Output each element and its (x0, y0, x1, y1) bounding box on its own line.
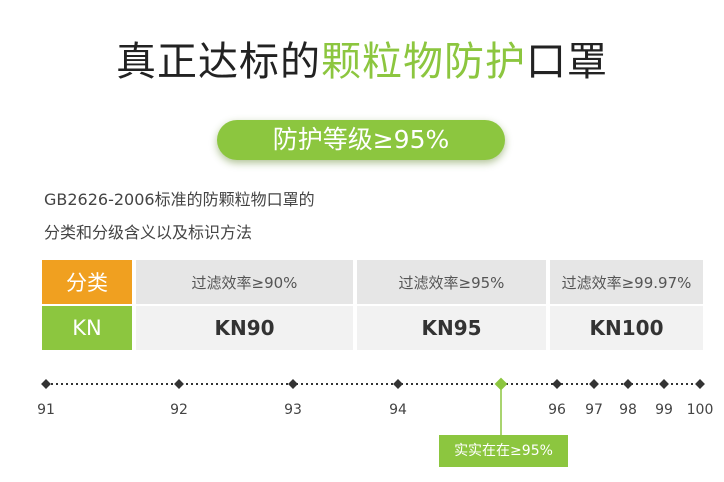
row-header-kn: KN (42, 306, 132, 350)
scale-tick-label-94: 94 (389, 402, 407, 418)
scale-tick-99 (659, 379, 669, 389)
scale-tick-label-91: 91 (37, 402, 55, 418)
marker-callout: 实实在在≥95% (439, 435, 568, 467)
scale-tick-label-99: 99 (655, 402, 673, 418)
marker-95-point (494, 377, 508, 391)
scale-tick-label-92: 92 (170, 402, 188, 418)
scale-tick-label-93: 93 (284, 402, 302, 418)
scale-tick-93 (288, 379, 298, 389)
efficiency-cell-kn100: 过滤效率≥99.97% (550, 260, 703, 304)
page-title: 真正达标的颗粒物防护口罩 (0, 38, 724, 86)
scale-tick-98 (623, 379, 633, 389)
grade-cell-kn100: KN100 (550, 306, 703, 350)
title-highlight: 颗粒物防护 (321, 39, 526, 85)
grade-cell-kn95: KN95 (357, 306, 546, 350)
scale-tick-97 (589, 379, 599, 389)
row-header-category: 分类 (42, 260, 132, 304)
title-part1: 真正达标的 (116, 39, 321, 85)
title-part2: 口罩 (526, 39, 608, 85)
scale-ticks: 91 92 93 94 96 97 98 99 100 (37, 379, 713, 418)
scale-tick-label-97: 97 (585, 402, 603, 418)
scale-tick-label-98: 98 (619, 402, 637, 418)
description-line-2: 分类和分级含义以及标识方法 (44, 223, 253, 242)
description-line-1: GB2626-2006标准的防颗粒物口罩的 (44, 190, 315, 209)
grade-cell-kn90: KN90 (136, 306, 353, 350)
scale-tick-100 (695, 379, 705, 389)
protection-level-badge: 防护等级≥95% (217, 120, 505, 160)
efficiency-cell-kn95: 过滤效率≥95% (357, 260, 546, 304)
scale-tick-92 (174, 379, 184, 389)
scale-tick-96 (552, 379, 562, 389)
scale-tick-label-96: 96 (548, 402, 566, 418)
efficiency-cell-kn90: 过滤效率≥90% (136, 260, 353, 304)
scale-tick-label-100: 100 (687, 402, 714, 418)
scale-tick-94 (393, 379, 403, 389)
scale-tick-91 (41, 379, 51, 389)
